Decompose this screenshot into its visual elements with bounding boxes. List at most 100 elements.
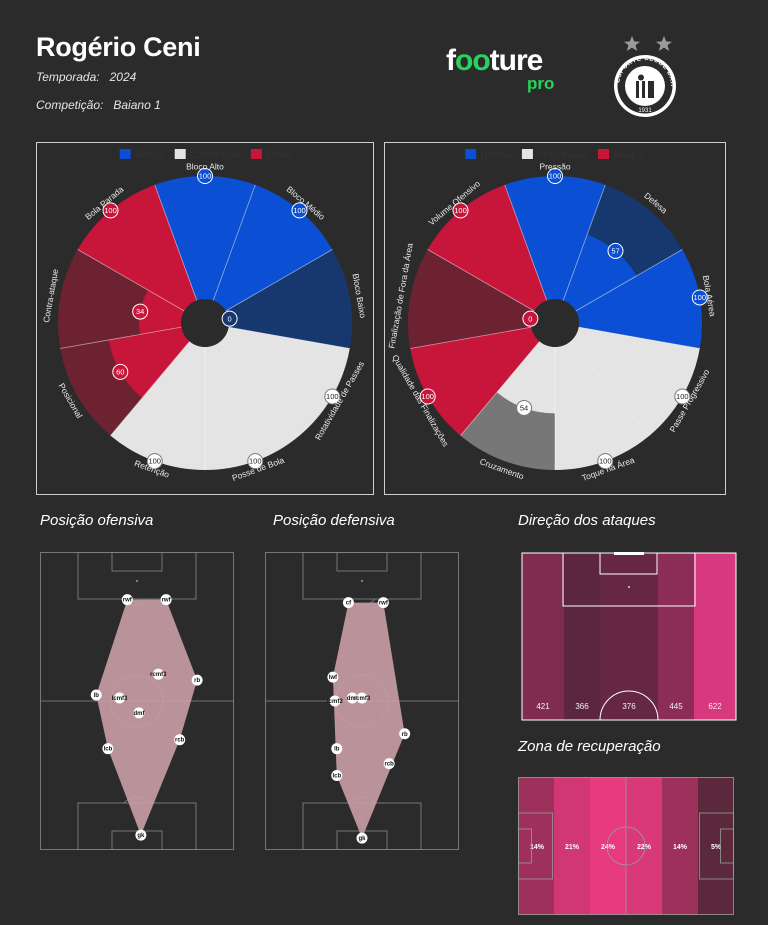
radial-slice xyxy=(58,249,185,349)
value-badge: 60 xyxy=(112,363,129,380)
crest-year: 1931 xyxy=(638,108,652,114)
radial-slice xyxy=(154,176,256,301)
attack-lane-value: 622 xyxy=(708,702,722,711)
attack-lane-value: 366 xyxy=(575,702,589,711)
radial-slice xyxy=(504,176,606,301)
player-marker: dmf xyxy=(133,707,145,719)
radial-slice xyxy=(225,249,353,349)
offensive-title: Posição ofensiva xyxy=(40,512,154,529)
slice-divider xyxy=(225,249,333,312)
value-badge-circle xyxy=(452,202,469,219)
player-marker: rb xyxy=(191,674,203,686)
attack-lane xyxy=(658,553,694,720)
slice-value: 100 xyxy=(249,457,262,466)
value-badge-circle xyxy=(221,310,238,327)
radial-slice xyxy=(460,341,555,470)
slice-label: Bloco Baixo xyxy=(351,273,369,319)
value-badge: 100 xyxy=(597,453,614,470)
player-label: lcb xyxy=(104,747,113,753)
player-marker: gk xyxy=(356,832,368,844)
attack-penalty-spot xyxy=(628,586,630,588)
attack-lane-value: 445 xyxy=(669,702,683,711)
value-badge-circle xyxy=(419,388,436,405)
player-label: lb xyxy=(334,747,340,753)
slice-bar xyxy=(575,249,702,349)
team-shape-hull xyxy=(332,602,405,839)
radial-slice xyxy=(555,341,650,470)
value-badge-circle xyxy=(247,453,264,470)
slice-bar xyxy=(410,327,540,436)
slice-divider xyxy=(220,341,300,436)
player-label: rcb xyxy=(175,738,185,744)
legend-label: Progressão xyxy=(537,150,589,161)
slice-background xyxy=(408,249,535,349)
player-dot xyxy=(102,743,114,755)
legend-swatch xyxy=(521,149,533,159)
defensive-title: Posição defensiva xyxy=(273,512,395,529)
recovery-zone-heatmap: 14% 21% 24% 22% 14% 5% xyxy=(518,777,734,915)
slice-value: 100 xyxy=(421,392,434,401)
player-marker: lb xyxy=(90,689,102,701)
slice-divider xyxy=(504,184,548,301)
value-badge: 100 xyxy=(691,289,708,306)
bahia-crest-icon: ESPORTE CLUBE BAHIA 1931 xyxy=(606,30,676,117)
player-label: lcb xyxy=(332,774,341,780)
player-marker: gk xyxy=(135,829,147,841)
player-dot xyxy=(133,707,145,719)
six-yard-box xyxy=(111,552,163,572)
slice-divider xyxy=(578,326,700,349)
slice-bar xyxy=(504,176,606,301)
radial-slice xyxy=(408,249,535,349)
attack-direction-heatmap: 421 366 376 445 622 xyxy=(521,552,737,721)
player-marker: rwf xyxy=(160,594,172,606)
attack-lane xyxy=(522,553,564,720)
penalty-box xyxy=(77,552,197,600)
legend-label: Ataque xyxy=(613,150,645,161)
season-line: Temporada: 2024 xyxy=(36,70,136,84)
six-yard-box xyxy=(111,830,163,850)
six-yard-box xyxy=(336,552,388,572)
legend-swatch xyxy=(598,149,610,159)
legend-label: Defesa xyxy=(480,150,512,161)
slice-divider xyxy=(212,184,256,301)
recovery-center-circle xyxy=(606,826,646,866)
recovery-zone xyxy=(662,777,698,915)
legend-swatch xyxy=(465,149,477,159)
legend-swatch xyxy=(174,149,186,159)
player-label: gk xyxy=(358,836,366,842)
player-dot xyxy=(356,692,368,704)
slice-divider xyxy=(154,184,198,301)
player-dot xyxy=(114,692,126,704)
slice-divider xyxy=(228,326,350,349)
radial-slice xyxy=(110,341,205,470)
slice-value: 60 xyxy=(116,368,124,377)
legend-item: Estilo xyxy=(250,149,291,161)
player-dot xyxy=(327,671,339,683)
value-badge-circle xyxy=(102,202,119,219)
player-label: lcmf3 xyxy=(327,699,343,705)
legend-label: Estilo xyxy=(266,150,291,161)
player-marker: lcb xyxy=(331,770,343,781)
player-dot xyxy=(377,597,389,609)
player-marker: lcb xyxy=(102,743,114,755)
radial-slice xyxy=(575,249,702,349)
player-label: rwf xyxy=(123,598,133,604)
legend-label: Blocos xyxy=(135,150,165,161)
slice-bar xyxy=(555,341,650,470)
value-badge-circle xyxy=(607,242,624,259)
team-shape-hull xyxy=(96,599,198,836)
radial-center xyxy=(531,299,579,347)
penalty-spot xyxy=(136,580,138,582)
value-badge: 34 xyxy=(132,303,149,320)
player-dot xyxy=(383,758,395,770)
player-label: lcmf3 xyxy=(112,696,128,702)
radial-center xyxy=(181,299,229,347)
value-badge-circle xyxy=(324,388,341,405)
player-label: cf xyxy=(346,601,352,607)
slice-value: 34 xyxy=(136,307,144,316)
competition-label: Competição: xyxy=(36,98,104,112)
recovery-zone-value: 24% xyxy=(601,844,616,851)
player-marker: rcb xyxy=(174,734,186,746)
slice-bar xyxy=(154,176,256,301)
